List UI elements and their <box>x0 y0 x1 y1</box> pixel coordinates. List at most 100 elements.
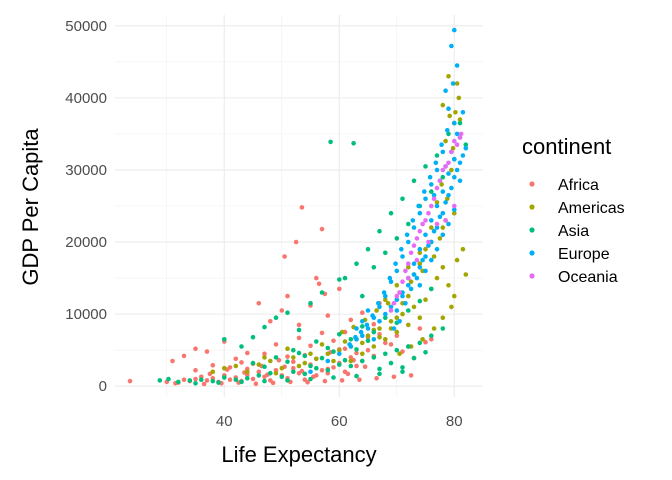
x-tick-label: 80 <box>446 413 463 430</box>
data-point <box>417 326 423 331</box>
data-point <box>400 254 405 259</box>
data-point <box>452 120 457 126</box>
data-point <box>256 373 262 378</box>
data-point <box>397 319 402 324</box>
data-point <box>434 200 440 205</box>
data-point <box>454 81 460 86</box>
data-point <box>250 360 256 366</box>
data-point <box>308 363 313 369</box>
data-point <box>270 380 276 386</box>
data-point <box>348 358 354 364</box>
data-point <box>417 315 423 321</box>
data-point <box>426 210 431 216</box>
data-point <box>233 377 239 383</box>
data-point <box>391 326 397 331</box>
legend-item-africa: Africa <box>529 177 599 194</box>
data-point <box>348 355 354 360</box>
data-point <box>302 371 308 377</box>
data-point <box>308 301 313 306</box>
data-point <box>302 353 308 359</box>
data-point <box>420 257 425 263</box>
data-point <box>449 304 454 310</box>
data-point <box>431 326 437 331</box>
data-point <box>279 308 285 313</box>
data-point <box>423 246 428 252</box>
data-point <box>443 218 448 223</box>
data-point <box>446 106 451 111</box>
data-point <box>371 355 377 360</box>
legend-item-americas: Americas <box>529 200 625 217</box>
data-point <box>377 228 382 234</box>
data-point <box>429 189 434 194</box>
data-point <box>440 232 446 238</box>
legend-item-europe: Europe <box>529 246 610 263</box>
data-point <box>445 128 450 133</box>
legend-item-asia: Asia <box>529 223 589 240</box>
data-point <box>337 277 342 282</box>
data-point <box>434 225 440 230</box>
data-point <box>411 261 417 267</box>
data-point <box>391 374 397 380</box>
data-point <box>423 196 428 202</box>
legend-label: Americas <box>558 200 625 217</box>
data-point <box>319 342 325 347</box>
data-point <box>268 358 273 364</box>
data-point <box>314 356 319 362</box>
data-point <box>423 218 428 223</box>
data-point <box>429 286 434 292</box>
x-axis-title: Life Expectancy <box>221 442 376 467</box>
data-point <box>417 210 423 216</box>
data-point <box>393 261 398 267</box>
data-point <box>250 334 256 340</box>
data-point <box>456 95 462 101</box>
points-layer <box>127 27 469 387</box>
data-point <box>305 379 310 385</box>
data-point <box>388 210 394 216</box>
data-point <box>420 337 425 342</box>
data-point <box>285 310 290 316</box>
data-point <box>365 338 371 344</box>
data-point <box>423 350 428 355</box>
data-point <box>314 365 319 371</box>
data-point <box>460 153 466 158</box>
data-point <box>222 337 227 342</box>
data-point <box>417 340 423 346</box>
data-point <box>463 146 469 151</box>
data-point <box>353 334 358 340</box>
data-point <box>362 364 368 370</box>
data-point <box>308 369 313 375</box>
data-point <box>262 364 267 370</box>
data-point <box>342 357 348 363</box>
data-point <box>443 88 448 93</box>
data-point <box>426 239 431 245</box>
data-point <box>377 319 382 324</box>
data-point <box>403 301 408 306</box>
data-point <box>308 343 313 349</box>
series-asia <box>157 120 469 386</box>
data-point <box>440 167 446 173</box>
x-tick-label: 60 <box>331 413 348 430</box>
data-point <box>406 344 411 349</box>
data-point <box>360 351 365 357</box>
data-point <box>360 333 365 339</box>
data-point <box>233 363 239 369</box>
data-point <box>446 160 451 166</box>
legend-label: Africa <box>558 177 599 194</box>
data-point <box>429 225 434 230</box>
data-point <box>383 311 388 317</box>
data-point <box>245 350 250 356</box>
data-point <box>440 102 446 108</box>
data-point <box>291 369 296 375</box>
y-axis-title: GDP Per Capita <box>18 128 43 286</box>
data-point <box>400 293 405 299</box>
data-point <box>406 283 411 288</box>
data-point <box>460 246 466 252</box>
data-point <box>337 347 342 353</box>
data-point <box>454 167 460 173</box>
data-point <box>447 113 453 119</box>
legend-key <box>529 181 535 187</box>
data-point <box>408 279 414 285</box>
data-point <box>427 174 433 180</box>
data-point <box>440 315 446 321</box>
data-point <box>256 362 262 367</box>
